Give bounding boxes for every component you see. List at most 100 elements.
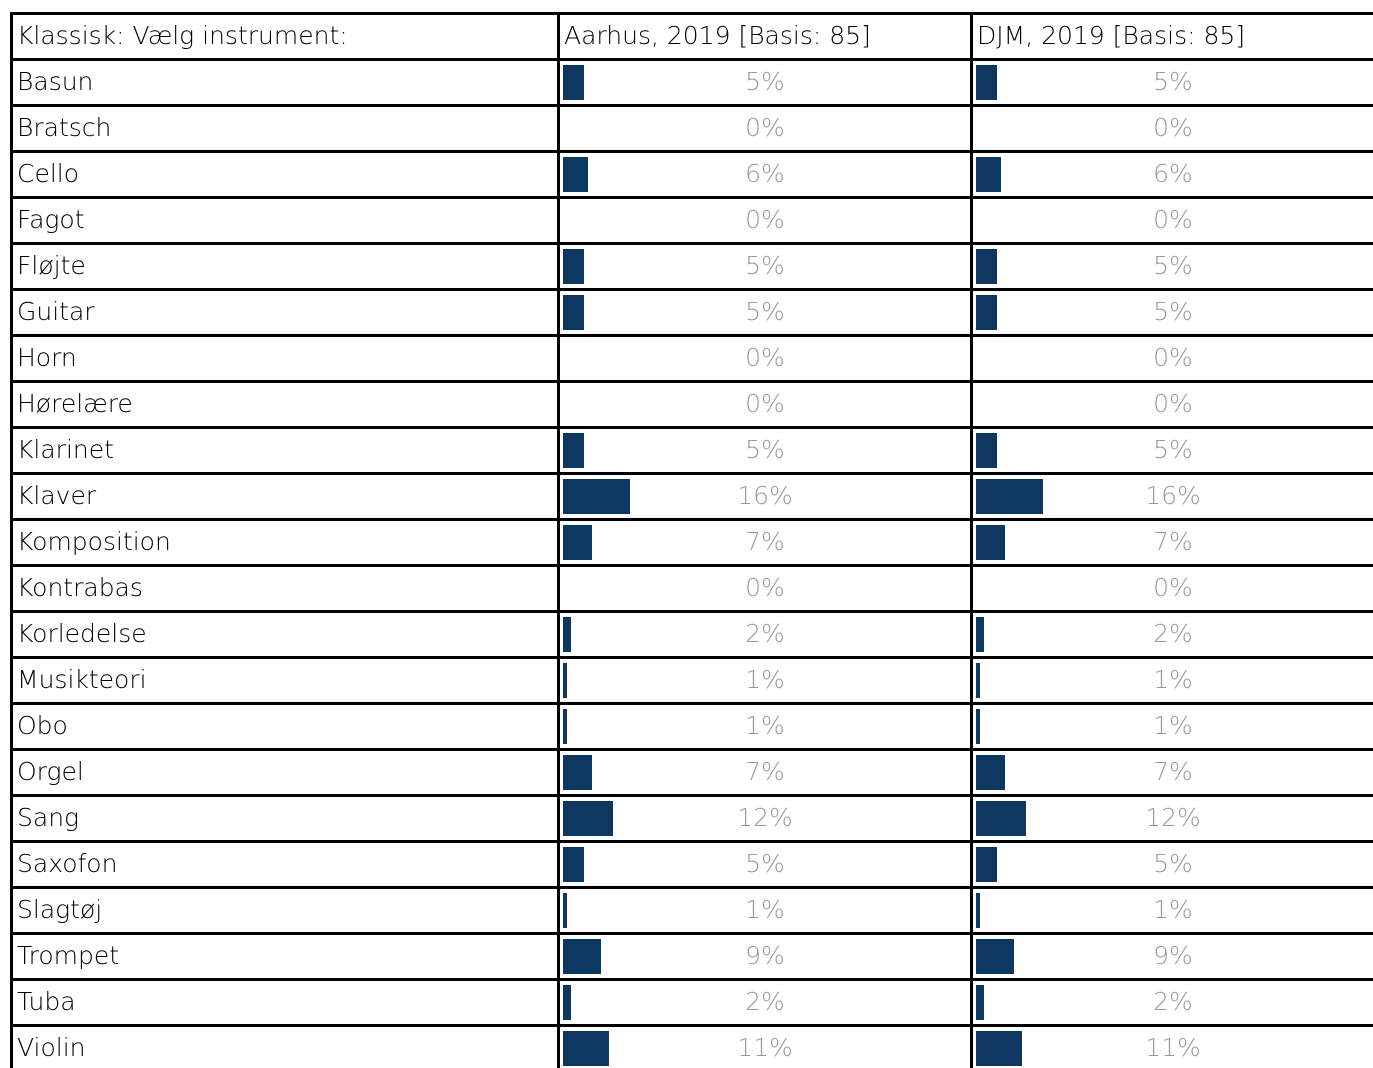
data-bar — [976, 1031, 1023, 1066]
table-cell: 12% — [557, 794, 970, 840]
value-label: 0% — [745, 343, 785, 372]
table-cell: 11% — [557, 1024, 970, 1068]
table-cell: 9% — [557, 932, 970, 978]
table-cell: 7% — [970, 518, 1373, 564]
table-cell: 7% — [557, 518, 970, 564]
value-label: 5% — [1153, 435, 1193, 464]
table-cell: 0% — [970, 380, 1373, 426]
data-bar — [976, 847, 997, 882]
table-cell: 5% — [557, 58, 970, 104]
row-label: Basun — [17, 67, 94, 96]
table-cell: 7% — [557, 748, 970, 794]
row-label: Sang — [17, 803, 80, 832]
data-bar — [976, 663, 981, 698]
value-label: 0% — [745, 573, 785, 602]
data-bar — [976, 985, 985, 1020]
table-cell: 0% — [970, 334, 1373, 380]
table-cell: Klassisk: Vælg instrument: — [10, 12, 557, 58]
data-bar — [563, 1031, 610, 1066]
data-bar — [976, 295, 997, 330]
table-cell: Klarinet — [10, 426, 557, 472]
value-label: 5% — [745, 435, 785, 464]
table-cell: 0% — [970, 564, 1373, 610]
value-label: 11% — [1145, 1033, 1201, 1062]
value-label: 12% — [737, 803, 793, 832]
data-bar — [563, 709, 568, 744]
header-text: Aarhus, 2019 [Basis: 85] — [564, 21, 871, 50]
value-label: 7% — [745, 757, 785, 786]
value-label: 5% — [745, 297, 785, 326]
data-bar — [563, 847, 584, 882]
table-cell: 2% — [970, 610, 1373, 656]
table-cell: 1% — [557, 656, 970, 702]
data-bar — [563, 525, 593, 560]
table-cell: Saxofon — [10, 840, 557, 886]
table-cell: 5% — [557, 426, 970, 472]
row-label: Guitar — [17, 297, 95, 326]
row-label: Slagtøj — [17, 895, 103, 924]
value-label: 1% — [1153, 665, 1193, 694]
table-cell: 1% — [970, 656, 1373, 702]
table-cell: 11% — [970, 1024, 1373, 1068]
value-label: 12% — [1145, 803, 1201, 832]
row-label: Hørelære — [17, 389, 133, 418]
table-cell: 9% — [970, 932, 1373, 978]
value-label: 6% — [1153, 159, 1193, 188]
value-label: 5% — [1153, 251, 1193, 280]
row-label: Saxofon — [17, 849, 118, 878]
data-bar — [976, 479, 1044, 514]
row-label: Fagot — [17, 205, 85, 234]
data-bar — [976, 65, 997, 100]
table-cell: 2% — [557, 610, 970, 656]
table-cell: 1% — [557, 702, 970, 748]
value-label: 0% — [1153, 573, 1193, 602]
row-label: Bratsch — [17, 113, 112, 142]
table-cell: 0% — [970, 196, 1373, 242]
table-cell: Musikteori — [10, 656, 557, 702]
table-cell: 5% — [970, 242, 1373, 288]
value-label: 5% — [1153, 67, 1193, 96]
value-label: 2% — [745, 987, 785, 1016]
value-label: 1% — [1153, 895, 1193, 924]
table-cell: 5% — [970, 840, 1373, 886]
table-cell: Kontrabas — [10, 564, 557, 610]
value-label: 16% — [737, 481, 793, 510]
table-cell: 1% — [970, 886, 1373, 932]
row-label: Trompet — [17, 941, 120, 970]
table-cell: Horn — [10, 334, 557, 380]
table-cell: 0% — [970, 104, 1373, 150]
data-bar — [563, 157, 589, 192]
table-cell: Korledelse — [10, 610, 557, 656]
table-cell: Fagot — [10, 196, 557, 242]
data-bar — [563, 479, 631, 514]
table-cell: 2% — [970, 978, 1373, 1024]
table-cell: 5% — [557, 242, 970, 288]
row-label: Orgel — [17, 757, 84, 786]
value-label: 2% — [745, 619, 785, 648]
data-bar — [976, 157, 1002, 192]
header-text: DJM, 2019 [Basis: 85] — [977, 21, 1246, 50]
value-label: 0% — [745, 113, 785, 142]
value-label: 1% — [745, 665, 785, 694]
table-cell: Orgel — [10, 748, 557, 794]
table-cell: 1% — [970, 702, 1373, 748]
table-cell: Hørelære — [10, 380, 557, 426]
data-bar — [563, 295, 584, 330]
table-cell: 0% — [557, 104, 970, 150]
table-cell: 5% — [557, 288, 970, 334]
value-label: 5% — [1153, 849, 1193, 878]
value-label: 7% — [1153, 527, 1193, 556]
value-label: 1% — [745, 895, 785, 924]
data-bar — [976, 893, 981, 928]
table-cell: Sang — [10, 794, 557, 840]
table-cell: Aarhus, 2019 [Basis: 85] — [557, 12, 970, 58]
header-text: Klassisk: Vælg instrument: — [17, 21, 348, 50]
value-label: 7% — [1153, 757, 1193, 786]
value-label: 2% — [1153, 619, 1193, 648]
table-cell: 0% — [557, 564, 970, 610]
row-label: Violin — [17, 1033, 86, 1062]
data-bar — [563, 985, 572, 1020]
value-label: 0% — [1153, 343, 1193, 372]
table-cell: 16% — [970, 472, 1373, 518]
row-label: Fløjte — [17, 251, 86, 280]
